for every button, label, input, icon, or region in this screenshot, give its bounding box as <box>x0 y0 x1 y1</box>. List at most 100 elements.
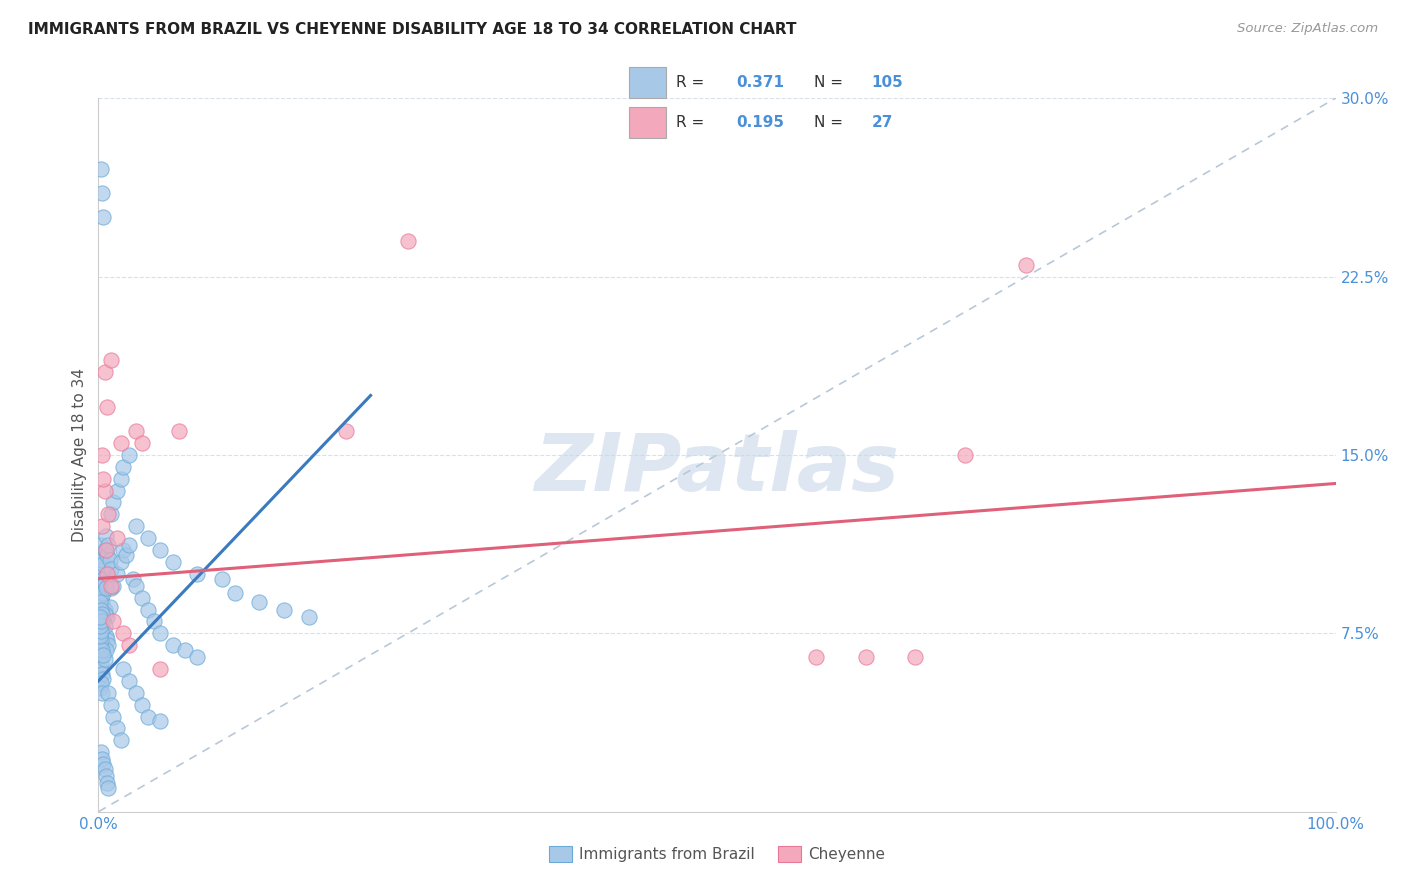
Point <box>97 508 120 522</box>
Point <box>105 483 128 498</box>
Point <box>131 698 153 712</box>
Text: 0.195: 0.195 <box>737 115 785 129</box>
Point <box>93 648 115 662</box>
Text: 105: 105 <box>872 76 904 90</box>
Point <box>93 607 115 622</box>
Point <box>131 591 153 605</box>
Point <box>100 581 122 595</box>
Point <box>93 365 115 379</box>
Point <box>97 780 120 795</box>
Point <box>112 626 135 640</box>
Point <box>124 686 146 700</box>
Text: Source: ZipAtlas.com: Source: ZipAtlas.com <box>1237 22 1378 36</box>
Point <box>91 519 114 533</box>
Point <box>124 579 146 593</box>
Point <box>247 595 270 609</box>
Point <box>100 352 122 367</box>
Point <box>136 709 159 723</box>
Point <box>89 609 111 624</box>
Point <box>91 595 114 609</box>
Point <box>93 672 115 686</box>
Point <box>112 662 135 676</box>
Point <box>90 657 112 672</box>
Point <box>122 572 145 586</box>
Point <box>89 662 111 676</box>
Point <box>100 579 122 593</box>
Point <box>904 650 927 665</box>
Point <box>93 543 115 558</box>
Point <box>89 619 111 633</box>
Point <box>98 552 121 566</box>
Point <box>90 591 112 605</box>
Point <box>93 615 115 629</box>
Point <box>93 472 115 486</box>
Point <box>103 709 125 723</box>
Point <box>93 586 115 600</box>
Point <box>91 643 114 657</box>
Point <box>91 686 114 700</box>
Text: ZIPatlas: ZIPatlas <box>534 430 900 508</box>
Point <box>90 602 112 616</box>
Point <box>90 538 112 552</box>
Point <box>855 650 877 665</box>
Point <box>91 666 114 681</box>
Point <box>90 745 112 759</box>
Point <box>124 424 146 438</box>
Point <box>93 615 115 629</box>
Point <box>136 602 159 616</box>
Point <box>91 752 114 766</box>
Point <box>89 548 111 562</box>
Point <box>96 609 118 624</box>
Point <box>94 769 117 783</box>
Point <box>143 615 166 629</box>
Point <box>98 600 121 615</box>
Point <box>89 595 111 609</box>
Point <box>90 162 112 177</box>
Point <box>118 448 141 462</box>
Legend: Immigrants from Brazil, Cheyenne: Immigrants from Brazil, Cheyenne <box>543 840 891 868</box>
FancyBboxPatch shape <box>628 107 666 138</box>
Point <box>105 722 128 736</box>
Point <box>211 572 233 586</box>
Text: N =: N = <box>814 76 848 90</box>
Point <box>93 210 115 224</box>
Point <box>93 483 115 498</box>
Point <box>93 762 115 776</box>
Point <box>96 776 118 790</box>
Point <box>94 629 117 643</box>
Point <box>162 555 184 569</box>
Point <box>100 508 122 522</box>
Point <box>91 619 114 633</box>
Point <box>162 638 184 652</box>
Text: 0.371: 0.371 <box>737 76 785 90</box>
Point <box>149 662 172 676</box>
Point <box>91 562 114 576</box>
Point <box>110 555 132 569</box>
Point <box>90 615 112 629</box>
Text: IMMIGRANTS FROM BRAZIL VS CHEYENNE DISABILITY AGE 18 TO 34 CORRELATION CHART: IMMIGRANTS FROM BRAZIL VS CHEYENNE DISAB… <box>28 22 797 37</box>
Point <box>298 609 321 624</box>
Point <box>94 543 117 558</box>
Point <box>118 538 141 552</box>
Point <box>94 581 117 595</box>
Point <box>97 572 120 586</box>
Point <box>131 436 153 450</box>
Point <box>136 531 159 545</box>
Point <box>105 566 128 581</box>
Point <box>94 579 117 593</box>
Point <box>91 186 114 201</box>
Point <box>149 543 172 558</box>
Y-axis label: Disability Age 18 to 34: Disability Age 18 to 34 <box>72 368 87 542</box>
FancyBboxPatch shape <box>628 67 666 98</box>
Point <box>186 650 208 665</box>
Text: 27: 27 <box>872 115 893 129</box>
Point <box>97 538 120 552</box>
Point <box>93 619 115 633</box>
Point <box>174 643 197 657</box>
Point <box>114 548 136 562</box>
Point <box>224 586 246 600</box>
Point <box>89 681 111 695</box>
Point <box>93 602 115 616</box>
Point <box>100 698 122 712</box>
Point <box>93 576 115 591</box>
